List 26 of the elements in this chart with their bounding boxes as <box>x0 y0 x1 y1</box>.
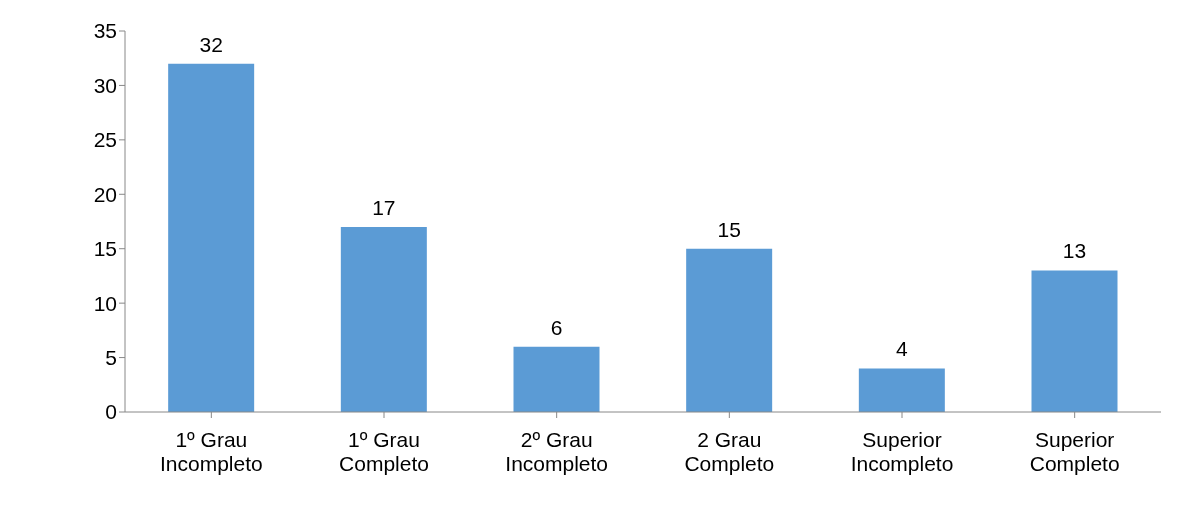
bar <box>858 368 945 412</box>
bar <box>168 63 255 412</box>
y-tick-label: 30 <box>93 73 117 97</box>
data-label: 13 <box>1062 239 1087 263</box>
x-tick-label: 2º Grau Incompleto <box>505 428 609 475</box>
bar <box>1031 270 1118 412</box>
x-tick-label: Superior Completo <box>1029 428 1120 475</box>
bar <box>686 248 773 412</box>
x-tick-label: Superior Incompleto <box>850 428 954 475</box>
y-tick-label: 10 <box>93 291 117 315</box>
y-tick-label: 15 <box>93 237 117 261</box>
bar <box>513 346 600 412</box>
y-tick-label: 35 <box>93 19 117 43</box>
y-tick-label: 0 <box>105 400 117 424</box>
y-tick-label: 25 <box>93 128 117 152</box>
data-label: 15 <box>717 217 741 241</box>
data-label: 6 <box>550 315 563 339</box>
data-label: 4 <box>895 337 908 361</box>
data-label: 17 <box>372 195 396 219</box>
data-label: 32 <box>199 32 223 56</box>
bar <box>340 226 427 412</box>
y-tick-label: 20 <box>93 182 117 206</box>
x-tick-label: 2 Grau Completo <box>684 428 775 475</box>
y-tick-label: 5 <box>105 346 117 370</box>
x-tick-label: 1º Grau Completo <box>339 428 429 475</box>
x-tick-label: 1º Grau Incompleto <box>159 428 263 475</box>
